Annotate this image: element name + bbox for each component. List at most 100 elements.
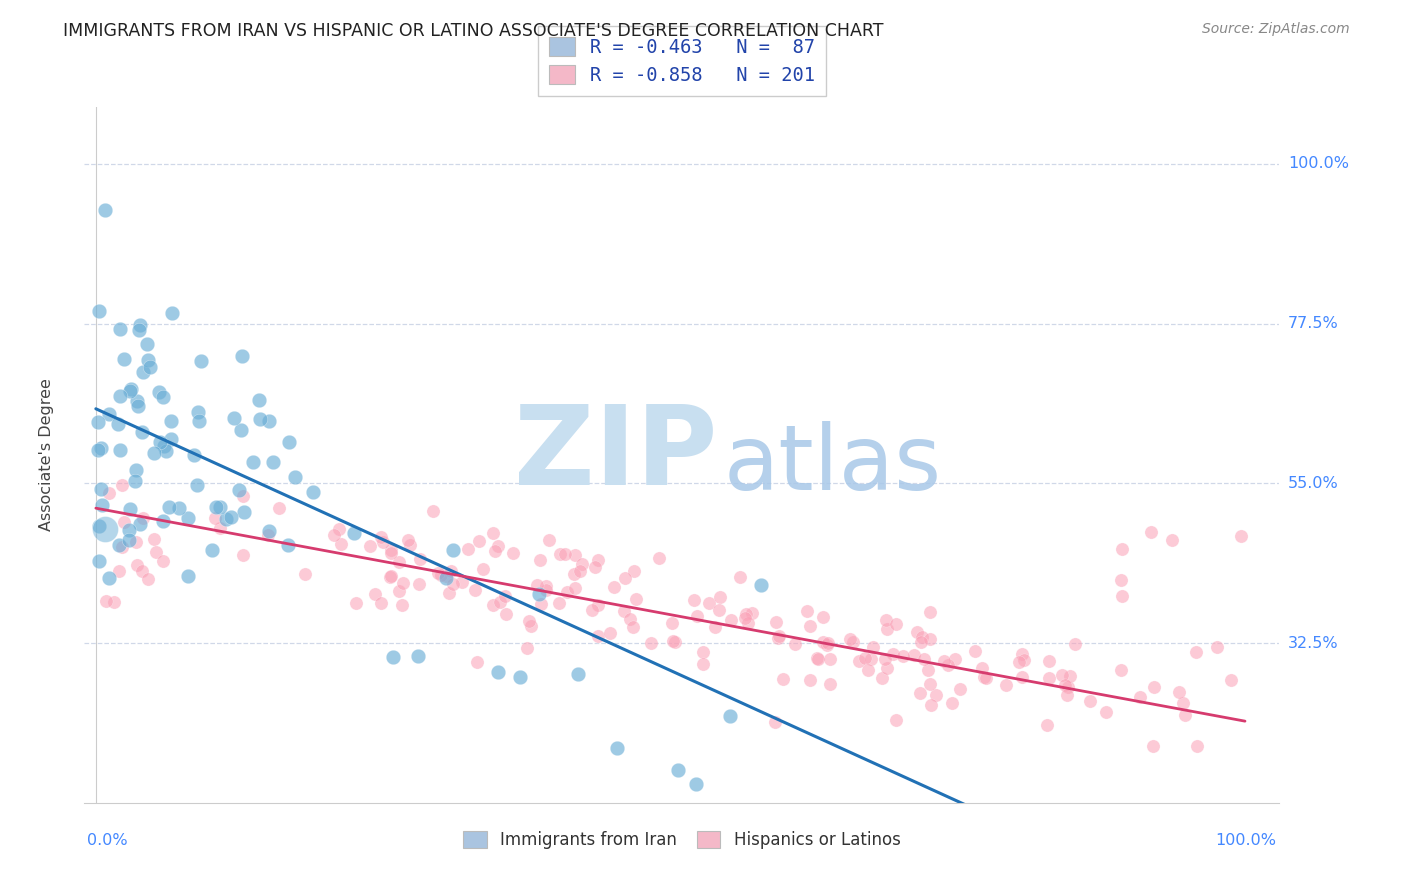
Text: 100.0%: 100.0% bbox=[1288, 156, 1348, 171]
Point bbox=[117, 533, 139, 548]
Point bbox=[125, 393, 148, 408]
Point bbox=[963, 644, 986, 658]
Point bbox=[149, 434, 172, 449]
Text: 55.0%: 55.0% bbox=[1288, 475, 1339, 491]
Point bbox=[1111, 589, 1133, 603]
Point bbox=[994, 678, 1017, 692]
Point bbox=[707, 603, 730, 617]
Point bbox=[529, 552, 551, 566]
Point bbox=[720, 613, 742, 627]
Point bbox=[249, 412, 271, 426]
Point bbox=[152, 515, 174, 529]
Point bbox=[422, 504, 444, 518]
Point bbox=[87, 554, 110, 568]
Point bbox=[815, 638, 838, 652]
Point bbox=[920, 632, 942, 646]
Point bbox=[242, 455, 264, 469]
Point bbox=[562, 567, 585, 582]
Point bbox=[143, 445, 166, 459]
Point bbox=[430, 568, 453, 582]
Point bbox=[876, 622, 898, 636]
Point bbox=[1142, 739, 1164, 753]
Point bbox=[734, 611, 756, 625]
Point bbox=[132, 365, 155, 379]
Point bbox=[509, 670, 531, 684]
Point bbox=[949, 682, 972, 697]
Point bbox=[125, 463, 148, 477]
Point bbox=[204, 511, 226, 525]
Point bbox=[772, 672, 794, 686]
Point bbox=[718, 709, 741, 723]
Point bbox=[614, 571, 637, 585]
Point bbox=[583, 559, 606, 574]
Point bbox=[231, 423, 253, 437]
Point bbox=[820, 677, 842, 691]
Point bbox=[441, 542, 464, 557]
Point bbox=[692, 657, 714, 672]
Point bbox=[517, 614, 540, 628]
Point bbox=[233, 505, 256, 519]
Point bbox=[152, 554, 174, 568]
Point bbox=[125, 558, 148, 572]
Point bbox=[108, 321, 131, 335]
Point bbox=[370, 596, 392, 610]
Point bbox=[1140, 525, 1163, 540]
Point bbox=[920, 698, 942, 712]
Point bbox=[1038, 671, 1060, 685]
Point bbox=[1109, 664, 1132, 678]
Point bbox=[208, 500, 231, 514]
Point bbox=[661, 634, 683, 648]
Point bbox=[1160, 533, 1182, 548]
Point bbox=[90, 441, 112, 455]
Point bbox=[152, 390, 174, 404]
Point bbox=[973, 669, 995, 683]
Point bbox=[363, 586, 385, 600]
Point bbox=[685, 777, 707, 791]
Point bbox=[530, 597, 553, 611]
Point bbox=[1056, 688, 1078, 702]
Point bbox=[215, 512, 238, 526]
Point bbox=[1220, 673, 1243, 688]
Point bbox=[228, 483, 250, 497]
Point bbox=[222, 410, 245, 425]
Point bbox=[157, 500, 180, 514]
Point bbox=[108, 443, 131, 458]
Point bbox=[396, 533, 419, 548]
Point bbox=[160, 306, 183, 320]
Point bbox=[136, 352, 159, 367]
Point bbox=[548, 547, 571, 561]
Point bbox=[891, 649, 914, 664]
Text: 100.0%: 100.0% bbox=[1216, 833, 1277, 848]
Point bbox=[120, 502, 142, 516]
Point bbox=[1011, 647, 1033, 661]
Point bbox=[621, 619, 644, 633]
Point bbox=[875, 613, 897, 627]
Point bbox=[664, 634, 686, 648]
Point bbox=[1111, 542, 1133, 557]
Point bbox=[567, 667, 589, 681]
Point bbox=[277, 538, 299, 552]
Point bbox=[111, 478, 134, 492]
Point bbox=[103, 595, 125, 609]
Point bbox=[785, 637, 807, 651]
Point bbox=[87, 304, 110, 318]
Point bbox=[128, 323, 150, 337]
Point bbox=[908, 686, 931, 700]
Point bbox=[692, 645, 714, 659]
Point bbox=[322, 527, 344, 541]
Point bbox=[231, 349, 253, 363]
Point bbox=[125, 535, 148, 549]
Point bbox=[619, 612, 641, 626]
Point bbox=[534, 579, 557, 593]
Point bbox=[626, 591, 648, 606]
Point bbox=[912, 652, 935, 666]
Point bbox=[806, 652, 828, 666]
Point bbox=[666, 763, 689, 777]
Point bbox=[87, 443, 110, 458]
Point bbox=[768, 629, 790, 643]
Point bbox=[371, 534, 394, 549]
Point bbox=[328, 522, 350, 536]
Point bbox=[1094, 705, 1116, 719]
Point bbox=[1008, 655, 1031, 669]
Point bbox=[232, 489, 254, 503]
